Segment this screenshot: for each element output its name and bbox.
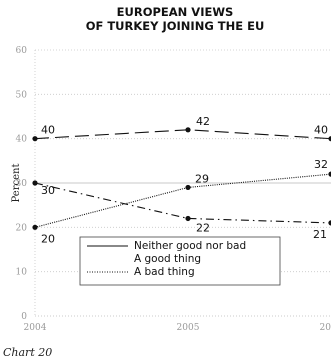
y-axis-label: Percent [11,164,22,203]
caption: Chart 20 [3,346,52,359]
data-point [32,136,38,142]
data-label: 40 [41,124,55,137]
data-point [32,180,38,186]
data-label: 22 [196,221,210,234]
x-tick-label: 20 [320,323,331,333]
legend-box [79,236,281,286]
data-label: 21 [313,228,327,241]
data-point [328,171,331,177]
y-tick-label: 10 [16,268,28,278]
legend-item-label: Neither good nor bad [134,240,246,252]
x-tick-label: 2005 [177,323,200,333]
series-line-1 [34,173,331,228]
data-point [328,220,331,226]
data-point [32,224,38,230]
axes: 0 10 20 30 40 50 60 2004 2005 20 Percent [11,46,331,333]
data-point [185,215,191,222]
y-tick-label: 0 [21,312,27,322]
x-tick-label: 2004 [24,323,47,333]
data-label: 40 [314,124,328,137]
chart-caption: Chart 20 [3,346,52,359]
data-label: 20 [41,232,55,245]
y-tick-label: 30 [16,179,28,189]
chart-title-line: OF TURKEY JOINING THE EU [86,19,265,33]
data-label: 30 [41,184,55,197]
y-tick-label: 50 [16,90,28,100]
legend-item-label: A bad thing [134,266,195,278]
data-point [328,136,331,142]
series-lines [32,127,331,230]
data-labels: 40 42 40 20 29 32 30 22 21 [41,115,328,246]
chart-title-line: EUROPEAN VIEWS [117,5,234,19]
series-line-0 [34,129,331,140]
data-point [185,184,191,191]
data-label: 32 [314,158,328,171]
data-label: 29 [195,172,209,185]
data-point [185,127,191,133]
y-tick-label: 20 [16,223,28,233]
y-tick-label: 60 [16,46,28,56]
data-label: 42 [196,115,210,128]
legend-item-label: A good thing [134,253,201,265]
y-tick-label: 40 [16,135,28,145]
series-line-2 [34,182,331,224]
